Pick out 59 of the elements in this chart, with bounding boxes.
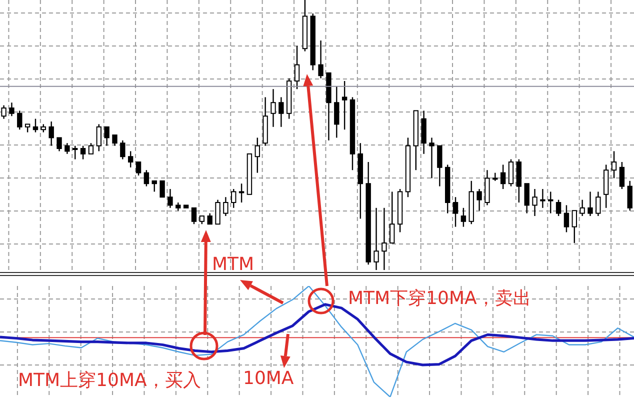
candlestick xyxy=(32,118,38,133)
candlestick xyxy=(207,212,212,225)
candlestick xyxy=(580,199,585,217)
series-label: 10MA xyxy=(243,368,294,390)
candlestick xyxy=(160,180,165,198)
candlestick xyxy=(476,188,482,212)
candlestick xyxy=(270,88,276,128)
annotation: MTM下穿10MA，卖出 xyxy=(348,288,531,310)
candlestick xyxy=(120,140,126,160)
candlestick xyxy=(56,137,62,152)
candlestick xyxy=(238,183,244,204)
candlestick xyxy=(80,145,86,160)
candlestick xyxy=(104,126,110,146)
candlestick xyxy=(152,180,157,192)
candlestick xyxy=(452,196,458,228)
candlestick xyxy=(374,207,379,270)
candlestick xyxy=(500,164,506,190)
annotation: MTM上穿10MA，买入 xyxy=(18,370,201,392)
candlestick xyxy=(627,180,632,212)
candlestick xyxy=(508,158,514,187)
candlestick xyxy=(254,137,260,174)
candlestick xyxy=(128,150,134,168)
candlestick xyxy=(9,102,14,117)
candlestick xyxy=(136,161,142,176)
candlestick xyxy=(17,110,22,130)
candlestick xyxy=(168,188,173,208)
candlestick xyxy=(437,145,442,187)
candlestick xyxy=(294,45,300,90)
candlestick xyxy=(342,80,348,130)
candlestick xyxy=(588,191,593,217)
candlestick xyxy=(429,137,434,179)
candlestick xyxy=(382,207,387,270)
candlestick xyxy=(223,196,228,217)
candlestick xyxy=(548,191,554,214)
candlestick xyxy=(524,183,530,214)
candlestick xyxy=(48,120,54,146)
candlestick xyxy=(611,150,617,179)
candlestick xyxy=(318,40,324,79)
candlestick xyxy=(556,199,562,217)
candlestick xyxy=(596,191,601,217)
candlestick xyxy=(390,191,395,244)
candlestick xyxy=(460,207,466,228)
candlestick xyxy=(191,207,197,225)
candlestick xyxy=(572,210,577,244)
candlestick xyxy=(144,170,150,187)
candlestick xyxy=(72,145,78,160)
candlestick xyxy=(88,142,94,154)
candlestick xyxy=(619,161,625,190)
candlestick xyxy=(112,134,118,146)
candlestick xyxy=(334,86,340,138)
text: MTM xyxy=(212,254,254,276)
candlestick xyxy=(64,142,70,154)
candlestick xyxy=(231,188,236,208)
candlestick xyxy=(564,204,570,233)
candlestick xyxy=(215,199,220,225)
candlestick xyxy=(532,188,538,217)
candlestick xyxy=(540,188,546,208)
candlestick xyxy=(278,96,284,128)
candlestick xyxy=(96,124,102,152)
